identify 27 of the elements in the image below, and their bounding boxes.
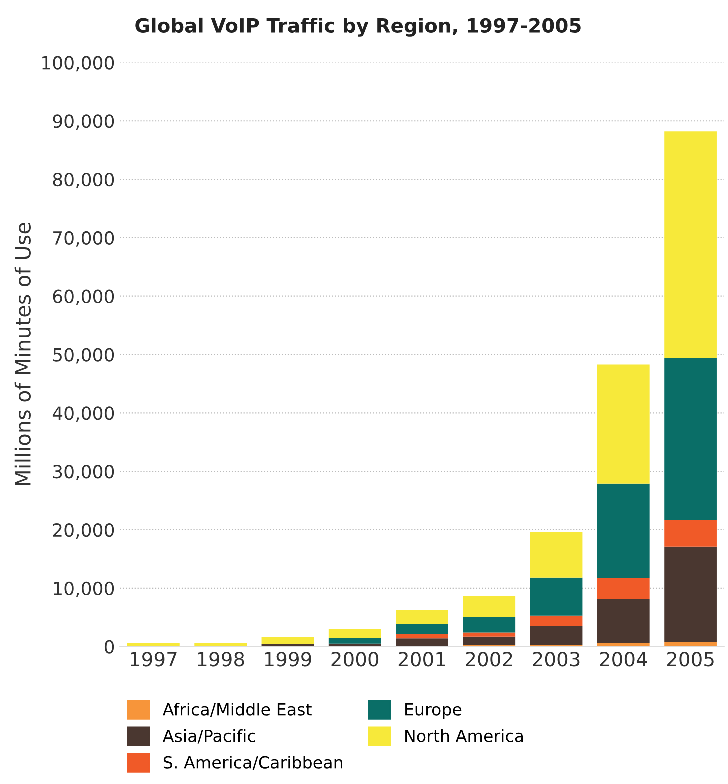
y-tick-label: 70,000 bbox=[54, 231, 114, 247]
y-tick-label: 10,000 bbox=[54, 582, 114, 598]
legend-label: Asia/Pacific bbox=[162, 730, 256, 744]
y-tick-label: 50,000 bbox=[53, 348, 114, 364]
legend-label: North America bbox=[406, 730, 524, 742]
y-tick-label: 60,000 bbox=[53, 290, 114, 306]
chart-title: Global VoIP Traffic by Region, 1997-2005 bbox=[136, 18, 581, 37]
y-tick-label: 80,000 bbox=[53, 172, 114, 188]
legend-label: Europe bbox=[406, 704, 462, 720]
y-tick-label: 0 bbox=[104, 640, 114, 654]
x-tick-label: 2005 bbox=[667, 652, 714, 667]
x-tick-label: 1999 bbox=[265, 652, 312, 667]
y-tick-label: 20,000 bbox=[53, 523, 114, 539]
x-tick-label: 2002 bbox=[466, 652, 512, 667]
legend-label: Africa/Middle East bbox=[162, 703, 312, 718]
x-tick-label: 2003 bbox=[533, 652, 580, 667]
x-tick-label: 1998 bbox=[198, 652, 244, 667]
x-tick-label: 2000 bbox=[332, 652, 379, 667]
x-tick-label: 2004 bbox=[600, 652, 648, 667]
y-axis-title: Millions of Minutes of Use bbox=[14, 223, 31, 486]
x-tick-label: 2001 bbox=[398, 652, 446, 667]
legend-label: S. America/Caribbean bbox=[164, 756, 342, 770]
y-tick-label: 30,000 bbox=[53, 465, 114, 481]
y-tick-label: 40,000 bbox=[52, 406, 114, 422]
y-tick-label: 90,000 bbox=[53, 114, 114, 130]
x-tick-label: 1997 bbox=[131, 652, 177, 667]
y-tick-label: 100,000 bbox=[42, 56, 114, 72]
